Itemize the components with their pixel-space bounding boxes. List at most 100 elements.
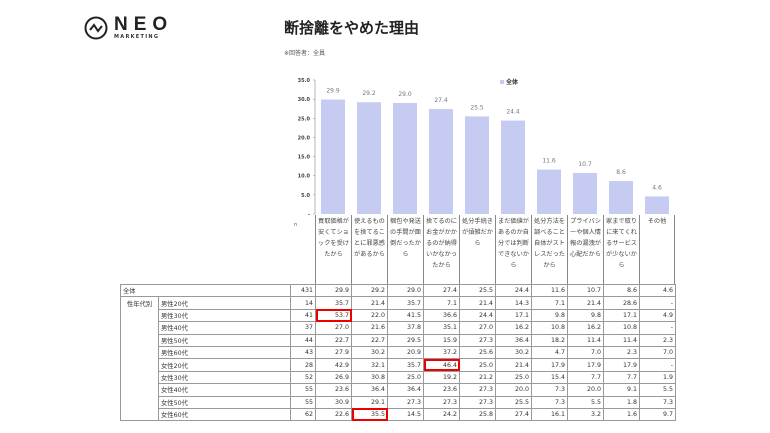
row-label: 男性50代 [158,333,291,347]
table-row: 男性50代 44 22.7 22.7 29.5 15.9 27.3 36.4 18.2 11.4 1… [121,333,676,347]
value-cell: 25.5 [459,283,496,298]
value-cell: 25.8 [459,407,496,422]
value-cell: - [639,321,676,335]
value-cell: 16.1 [531,407,568,422]
value-cell: 15.4 [531,370,568,385]
table-row: 女性30代 52 26.9 30.8 25.0 19.2 21.2 25.0 15.4 7.7 7.… [121,370,676,385]
n-cell: 14 [290,296,316,310]
value-cell: 2.3 [639,333,676,347]
bar [429,109,453,214]
value-cell: 7.3 [531,395,568,409]
value-cell: 22.0 [351,308,388,323]
value-cell: 20.0 [495,383,532,397]
row-label: 女性50代 [158,395,291,409]
y-tick-label: - [308,212,310,218]
category-label: まだ価値があるのか自分では判断できないから [495,215,531,284]
value-cell: - [639,296,676,310]
value-cell: 41.5 [387,308,424,323]
bar-value-label: 25.5 [470,104,484,111]
bar [573,173,597,214]
wave-circle-icon [84,16,108,40]
n-cell: 28 [290,358,316,372]
value-cell: 27.3 [387,395,424,409]
value-cell: 21.4 [567,296,604,310]
value-cell: 37.2 [423,345,460,360]
legend-swatch [500,79,504,84]
n-cell: 431 [290,283,316,298]
y-tick-label: 5.0 [301,193,310,199]
value-cell: 7.3 [531,383,568,397]
value-cell: 25.0 [387,370,424,385]
value-cell: 25.5 [495,395,532,409]
value-cell: 7.0 [639,345,676,360]
value-cell: 29.5 [387,333,424,347]
value-cell: 20.9 [387,345,424,360]
bar-value-label: 27.4 [434,97,448,104]
category-label: 買取価格が安くてショックを受けたから [315,215,351,284]
category-label: 処分方法を調べること自体がストレスだったから [531,215,567,284]
value-cell: 22.7 [315,333,352,347]
value-cell: 36.4 [387,383,424,397]
value-cell: 21.6 [351,321,388,335]
n-cell: 44 [290,333,316,347]
y-tick-label: 30.0 [298,97,311,103]
table-row: 性年代別 男性20代 14 35.7 21.4 35.7 7.1 21.4 14.3 7.1 21.… [120,296,676,422]
bar [609,181,633,214]
table-row: 女性40代 55 23.6 36.4 36.4 23.6 27.3 20.0 7.3 20.0 9.… [121,383,676,397]
value-cell: 35.7 [387,296,424,310]
value-cell: 27.3 [423,395,460,409]
row-label: 男性40代 [158,321,291,335]
highlighted-value-cell: 35.5 [351,407,388,422]
legend: 全体 [500,77,518,86]
value-cell: 24.4 [459,308,496,323]
value-cell: 10.7 [567,283,604,298]
value-cell: 35.7 [315,296,352,310]
bar-value-label: 10.7 [578,161,592,168]
bar-value-label: 29.2 [362,90,376,97]
table-row: 女性50代 55 30.9 29.1 27.3 27.3 27.3 25.5 7.3 5.5 1.8… [121,395,676,409]
value-cell: 32.1 [351,358,388,372]
table-row: 男性60代 43 27.9 30.2 20.9 37.2 25.6 30.2 4.7 7.0 2.3… [121,345,676,360]
bar-value-label: 29.0 [398,91,412,98]
value-cell: 18.2 [531,333,568,347]
value-cell: 5.5 [567,395,604,409]
bar [393,102,417,214]
value-cell: 9.7 [639,407,676,422]
category-label: 捨てるのにお金がかかるのが納得いかなかったから [423,215,459,284]
value-cell: 4.6 [639,283,676,298]
value-cell: 10.8 [603,321,640,335]
value-cell: - [639,358,676,372]
value-cell: 21.4 [495,358,532,372]
table-row-total: 全体 431 29.9 29.2 29.0 27.4 25.5 24.4 11.6 10.7 8.6… [120,283,676,298]
value-cell: 5.5 [639,383,676,397]
value-cell: 11.4 [603,333,640,347]
bar-value-label: 29.9 [326,88,340,95]
value-cell: 16.2 [567,321,604,335]
value-cell: 27.3 [459,395,496,409]
n-cell: 55 [290,383,316,397]
bar [357,102,381,214]
group-label: 性年代別 [120,296,159,422]
value-cell: 17.9 [567,358,604,372]
value-cell: 20.0 [567,383,604,397]
value-cell: 11.6 [531,283,568,298]
bar-value-label: 8.6 [616,169,626,176]
n-cell: 37 [290,321,316,335]
value-cell: 7.1 [423,296,460,310]
value-cell: 17.1 [603,308,640,323]
value-cell: 23.6 [315,383,352,397]
row-label: 男性60代 [158,345,291,360]
value-cell: 29.9 [315,283,352,298]
value-cell: 4.9 [639,308,676,323]
value-cell: 35.7 [387,358,424,372]
n-cell: 41 [290,308,316,323]
highlighted-value-cell: 46.4 [423,358,460,372]
value-cell: 23.6 [423,383,460,397]
value-cell: 27.3 [459,333,496,347]
row-label: 女性30代 [158,370,291,385]
category-label: その他 [639,215,675,284]
value-cell: 27.0 [315,321,352,335]
bar [501,120,525,214]
value-cell: 27.4 [423,283,460,298]
